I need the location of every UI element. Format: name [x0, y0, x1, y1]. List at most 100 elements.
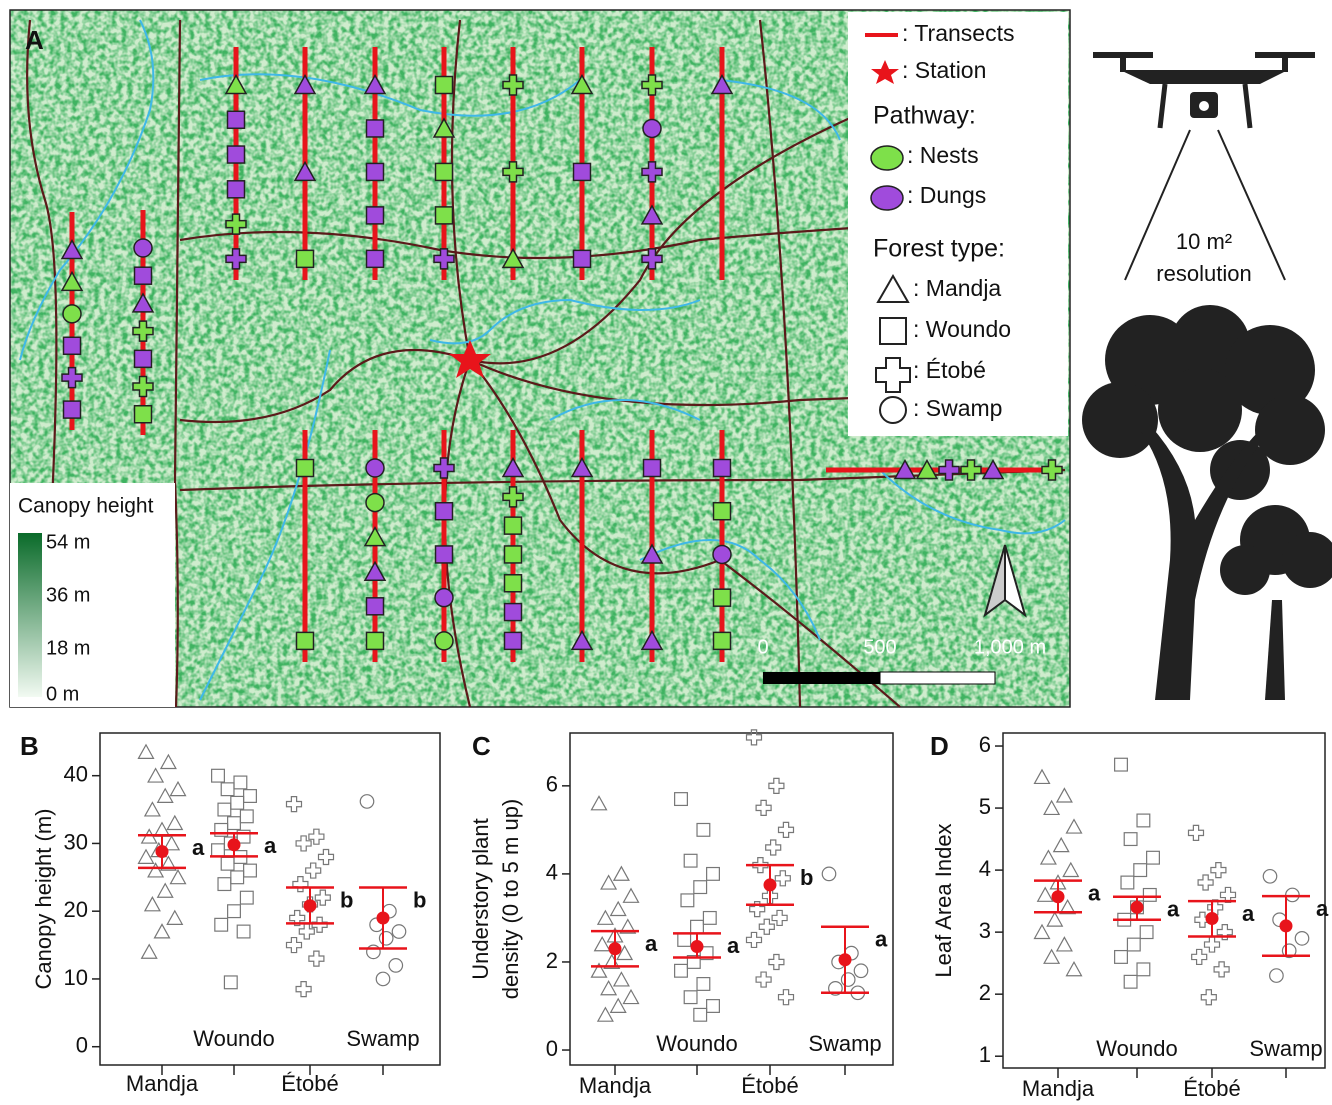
map-marker: [570, 73, 594, 95]
y-tick-label: 2: [546, 948, 558, 973]
data-point: [616, 944, 634, 961]
data-point: [159, 855, 177, 871]
y-axis-label: Canopy height (m): [31, 809, 56, 990]
map-marker: [434, 162, 454, 182]
legend-station-key: [871, 60, 899, 84]
mean-point: [155, 845, 169, 859]
drone-rotor: [1093, 52, 1153, 58]
data-point: [752, 856, 769, 874]
map-marker: [503, 631, 523, 651]
data-point: [305, 862, 322, 879]
drone-legs: [1157, 83, 1253, 129]
map-marker: [363, 526, 387, 547]
plot-frame: [569, 732, 894, 1066]
significance-letter: a: [727, 933, 740, 958]
data-point: [596, 909, 614, 925]
map-marker: [434, 631, 454, 651]
x-tick-label: Mandja: [126, 1071, 199, 1096]
data-point: [243, 863, 257, 878]
legend-title: Forest type:: [873, 235, 1005, 263]
data-point: [1281, 943, 1297, 959]
north-arrow: [1004, 544, 1027, 618]
data-point: [1216, 924, 1233, 941]
map-marker: [502, 74, 524, 96]
drone-body: [1120, 70, 1288, 84]
data-point: [220, 782, 235, 797]
y-tick-label: 4: [979, 856, 991, 881]
y-tick-label: 4: [546, 860, 558, 885]
map-marker: [938, 459, 960, 481]
data-point: [227, 904, 241, 919]
colorbar-label: 0 m: [46, 683, 79, 705]
data-point: [749, 901, 766, 918]
data-point: [1191, 948, 1208, 966]
significance-letter: b: [340, 887, 353, 912]
data-point: [677, 932, 692, 947]
data-point: [1033, 923, 1051, 940]
map-marker: [641, 248, 663, 270]
legend-label: : Étobé: [913, 357, 986, 383]
rivers: [19, 19, 1066, 701]
data-point: [159, 753, 177, 770]
data-point: [169, 868, 187, 885]
drone-rotor: [1255, 52, 1315, 58]
dot-plot: B 0 10 20 30 40 Canopy height (m) Mandja a Woundo…: [20, 731, 441, 1096]
data-point: [1052, 836, 1070, 853]
legend-shape-key: [876, 273, 910, 303]
map-marker: [642, 458, 662, 478]
map-marker: [365, 206, 385, 225]
data-point: [699, 946, 714, 961]
data-point: [745, 931, 763, 949]
data-point: [243, 789, 257, 803]
data-point: [239, 890, 254, 905]
data-point: [308, 828, 325, 845]
data-point: [706, 866, 720, 881]
map-marker: [570, 456, 594, 478]
data-point: [1043, 948, 1061, 964]
resolution-label: 10 m²: [1176, 229, 1232, 254]
legend-shape-key: [875, 357, 911, 393]
data-point: [220, 856, 235, 871]
data-point: [1059, 898, 1077, 915]
data-point: [590, 962, 608, 978]
x-tick-label: Étobé: [281, 1071, 339, 1096]
significance-letter: a: [1316, 896, 1329, 921]
mean-point: [1279, 919, 1293, 933]
data-point: [1046, 911, 1064, 927]
data-point: [211, 768, 225, 783]
data-point: [1033, 768, 1051, 785]
scale-label: 500: [863, 636, 896, 658]
y-tick-label: 0: [76, 1033, 88, 1058]
x-tick-label: Swamp: [346, 1026, 419, 1051]
map-marker: [363, 73, 387, 95]
data-point: [314, 889, 331, 906]
data-point: [1269, 968, 1284, 983]
map-marker: [132, 375, 154, 398]
plot-frame: [99, 732, 441, 1066]
significance-letter: a: [192, 835, 205, 860]
map-marker: [503, 574, 523, 593]
data-point: [758, 918, 775, 935]
data-point: [777, 989, 795, 1006]
data-point: [289, 909, 306, 927]
map-marker: [365, 631, 385, 651]
y-tick-label: 3: [979, 918, 991, 943]
data-point: [1187, 824, 1205, 841]
data-point: [311, 916, 328, 933]
data-point: [1065, 818, 1083, 834]
map-marker: [960, 459, 982, 481]
map-marker: [433, 248, 455, 270]
map-marker: [295, 249, 315, 269]
y-tick-label: 20: [64, 897, 88, 922]
map-marker: [503, 516, 523, 535]
colorbar-label: 36 m: [46, 584, 90, 606]
dot-plot: C 0 2 4 6 Understory plant density (0 to 5 m u…: [468, 729, 894, 1098]
colorbar-label: 54 m: [46, 531, 90, 553]
data-point: [612, 865, 630, 881]
data-point: [755, 971, 772, 988]
data-point: [765, 839, 782, 856]
data-point: [375, 971, 391, 987]
data-point: [1139, 925, 1154, 940]
significance-letter: a: [264, 833, 277, 858]
x-tick-label: Woundo: [656, 1031, 738, 1056]
